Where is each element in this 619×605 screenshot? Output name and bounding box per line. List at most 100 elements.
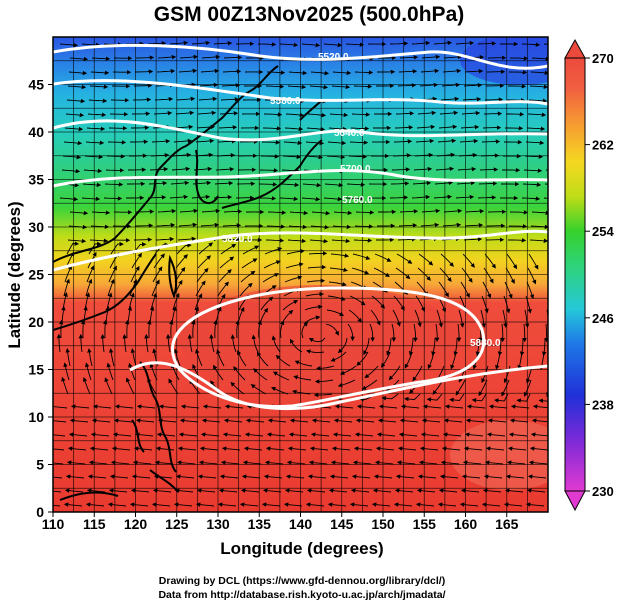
- streamline-arrow: [282, 300, 299, 311]
- streamline-arrow: [388, 365, 401, 381]
- streamline-arrow: [288, 224, 308, 230]
- streamline-arrow: [86, 488, 106, 493]
- streamline-arrow: [305, 291, 325, 297]
- streamline-arrow: [323, 42, 343, 48]
- streamline-arrow: [261, 140, 281, 145]
- streamline-arrow: [134, 223, 154, 228]
- streamline-arrow: [173, 348, 181, 367]
- streamline-arrow: [53, 476, 63, 479]
- streamline-arrow: [91, 418, 111, 423]
- streamline-arrow: [519, 337, 525, 357]
- streamline-arrow: [130, 265, 140, 283]
- streamline-arrow: [179, 54, 199, 60]
- streamline-arrow: [174, 488, 194, 493]
- streamline-arrow: [486, 432, 506, 437]
- streamline-arrow: [130, 348, 137, 367]
- streamline-arrow: [456, 180, 476, 186]
- streamline-arrow: [374, 460, 394, 465]
- streamline-arrow: [307, 264, 327, 270]
- streamline-arrow: [530, 432, 548, 437]
- streamline-arrow: [175, 110, 195, 116]
- streamline-arrow: [302, 182, 322, 188]
- streamline-arrow: [417, 474, 437, 479]
- streamline-arrow: [301, 321, 309, 339]
- streamline-arrow: [547, 142, 548, 143]
- streamline-arrow: [395, 267, 411, 280]
- streamline-arrow: [157, 208, 177, 214]
- streamline-arrow: [301, 196, 321, 202]
- streamline-arrow: [287, 446, 307, 451]
- streamline-arrow: [378, 404, 398, 409]
- streamline-arrow: [462, 96, 482, 102]
- streamline-arrow: [510, 404, 530, 409]
- streamline-arrow: [416, 488, 436, 493]
- streamline-arrow: [327, 140, 347, 146]
- streamline-arrow: [264, 98, 284, 103]
- streamline-arrow: [438, 281, 449, 298]
- streamline-arrow: [507, 446, 527, 451]
- streamline-arrow: [488, 404, 508, 409]
- streamline-arrow: [106, 362, 114, 381]
- streamline-arrow: [195, 138, 215, 144]
- streamline-arrow: [354, 432, 374, 437]
- streamline-arrow: [440, 96, 460, 102]
- streamline-arrow: [201, 54, 221, 60]
- streamline-arrow: [397, 446, 417, 451]
- streamline-arrow: [339, 365, 357, 375]
- colorbar-tick-label: 230: [592, 484, 614, 499]
- streamline-arrow: [180, 404, 200, 409]
- streamline-arrow: [230, 381, 245, 395]
- streamline-arrow: [337, 337, 348, 354]
- streamline-arrow: [220, 243, 237, 255]
- streamline-arrow: [441, 446, 461, 451]
- streamline-arrow: [289, 418, 309, 423]
- streamline-arrow: [68, 224, 88, 230]
- streamline-arrow: [370, 309, 381, 326]
- streamline-arrow: [352, 460, 372, 465]
- contour-line: [53, 43, 548, 70]
- streamline-arrow: [59, 196, 79, 202]
- warm-patch-shading: [450, 420, 548, 490]
- x-tick-label: 110: [42, 516, 65, 532]
- streamline-arrow: [374, 253, 392, 262]
- streamline-arrow: [223, 55, 243, 60]
- streamline-arrow: [544, 323, 548, 343]
- streamline-arrow: [148, 181, 168, 186]
- streamline-arrow: [398, 69, 418, 74]
- streamline-arrow: [422, 404, 442, 409]
- x-tick-label: 160: [454, 516, 478, 532]
- streamline-arrow: [155, 236, 175, 242]
- streamline-arrow: [411, 40, 431, 46]
- contour-line: [53, 119, 548, 142]
- streamline-arrow: [217, 139, 237, 144]
- streamline-arrow: [524, 154, 544, 159]
- streamline-arrow: [527, 474, 547, 479]
- streamline-arrow: [349, 295, 366, 306]
- streamline-arrow: [330, 460, 350, 465]
- streamline-arrow: [455, 194, 475, 200]
- streamline-arrow: [168, 378, 179, 395]
- wind-streamlines: [53, 40, 559, 507]
- streamline-arrow: [264, 247, 283, 255]
- streamline-arrow: [465, 418, 485, 423]
- y-tick-label: 35: [28, 172, 44, 188]
- streamline-arrow: [315, 365, 335, 371]
- streamline-arrow: [66, 460, 86, 465]
- streamline-arrow: [551, 254, 559, 268]
- streamline-arrow: [389, 41, 409, 46]
- streamline-arrow: [497, 337, 503, 357]
- streamline-arrow: [224, 404, 244, 409]
- coastline-asia: [53, 65, 279, 263]
- streamline-arrow: [154, 96, 174, 102]
- streamline-arrow: [329, 267, 349, 273]
- streamline-arrow: [421, 208, 441, 214]
- streamline-arrow: [399, 55, 419, 60]
- streamline-arrow: [371, 502, 391, 507]
- y-tick-label: 20: [28, 314, 44, 330]
- streamline-arrow: [218, 488, 238, 493]
- streamline-arrow: [434, 180, 454, 186]
- x-tick-label: 155: [413, 516, 437, 532]
- streamline-arrow: [440, 460, 460, 465]
- streamline-arrow: [67, 238, 87, 244]
- streamline-arrow: [221, 83, 241, 88]
